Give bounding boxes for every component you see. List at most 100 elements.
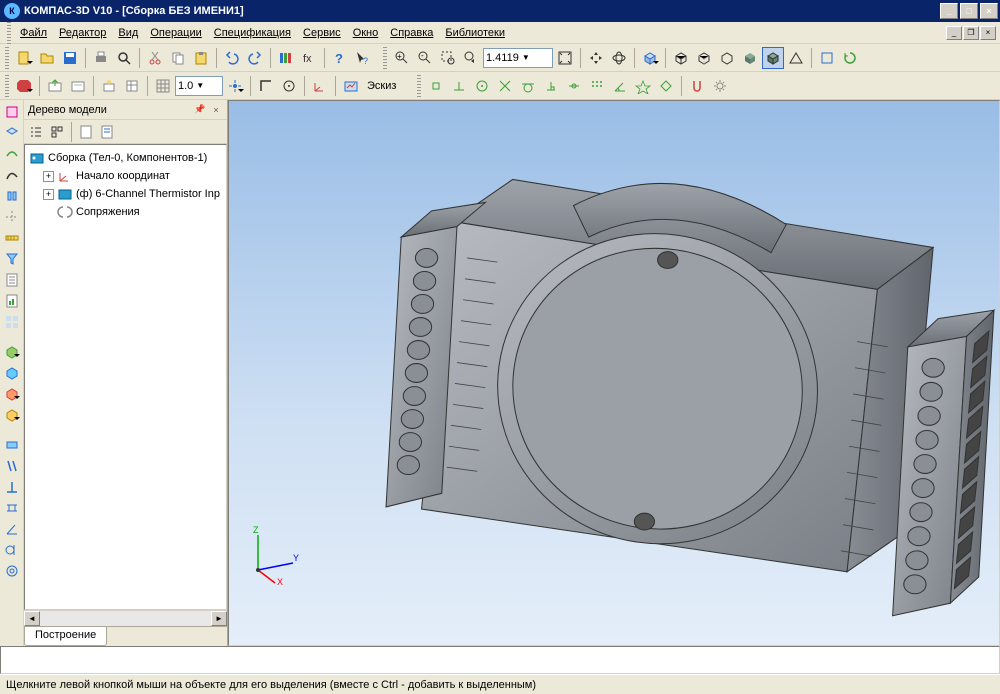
menu-file[interactable]: Файл <box>14 25 53 41</box>
help-button[interactable]: ? <box>329 47 351 69</box>
3d-viewport[interactable]: Z Y X <box>228 100 1000 646</box>
add-part-button[interactable] <box>2 123 22 143</box>
menu-ops[interactable]: Операции <box>144 25 207 41</box>
redraw-button[interactable] <box>839 47 861 69</box>
cut-button[interactable] <box>144 47 166 69</box>
ortho-button[interactable] <box>255 75 277 97</box>
zoom-window-button[interactable] <box>437 47 459 69</box>
zoom-combo[interactable]: 1.4119▼ <box>483 48 553 68</box>
parallel-button[interactable] <box>2 456 22 476</box>
move-comp-button[interactable] <box>2 384 22 404</box>
command-input[interactable] <box>0 646 1000 674</box>
new-button[interactable] <box>13 47 35 69</box>
angle-snap-button[interactable] <box>609 75 631 97</box>
menu-service[interactable]: Сервис <box>297 25 347 41</box>
mate-button[interactable] <box>2 186 22 206</box>
angle-button[interactable] <box>2 519 22 539</box>
rotate-comp-button[interactable] <box>2 405 22 425</box>
menu-help[interactable]: Справка <box>384 25 439 41</box>
tab-build[interactable]: Построение <box>24 627 107 646</box>
tree-config-button[interactable] <box>47 122 67 142</box>
close-icon[interactable]: × <box>209 103 223 117</box>
tree-node-origin[interactable]: + Начало координат <box>25 167 226 185</box>
minimize-button[interactable]: _ <box>940 3 958 19</box>
preview-button[interactable] <box>113 47 135 69</box>
pan-button[interactable] <box>585 47 607 69</box>
zoom-fit-button[interactable] <box>554 47 576 69</box>
orientation-button[interactable] <box>639 47 661 69</box>
tree-collapse-button[interactable] <box>76 122 96 142</box>
filter-button[interactable] <box>2 249 22 269</box>
undo-button[interactable] <box>221 47 243 69</box>
tree-hscroll[interactable]: ◄ ► <box>24 610 227 626</box>
simplified-button[interactable] <box>816 47 838 69</box>
spec-button[interactable] <box>2 270 22 290</box>
snap-button[interactable] <box>224 75 246 97</box>
sketch-button[interactable] <box>340 75 362 97</box>
zoom-out-button[interactable]: - <box>414 47 436 69</box>
mdi-minimize-button[interactable]: _ <box>946 26 962 40</box>
wireframe-button[interactable] <box>670 47 692 69</box>
no-hidden-button[interactable] <box>716 47 738 69</box>
mdi-close-button[interactable]: × <box>980 26 996 40</box>
tree-node-component[interactable]: + (ф) 6-Channel Thermistor Inp <box>25 185 226 203</box>
coincident-button[interactable] <box>2 435 22 455</box>
create-obj-button[interactable] <box>44 75 66 97</box>
scale-combo[interactable]: 1.0▼ <box>175 76 223 96</box>
point-snap-button[interactable] <box>632 75 654 97</box>
tree-node-mates[interactable]: Сопряжения <box>25 203 226 221</box>
tree-body[interactable]: Сборка (Тел-0, Компонентов-1) + Начало к… <box>24 144 227 610</box>
curve-button[interactable] <box>2 165 22 185</box>
add-from-file-button[interactable] <box>2 342 22 362</box>
distance-button[interactable] <box>2 498 22 518</box>
perspective-button[interactable] <box>785 47 807 69</box>
report-button[interactable] <box>2 291 22 311</box>
measure-button[interactable] <box>2 228 22 248</box>
perp-snap-button[interactable] <box>540 75 562 97</box>
expand-icon[interactable]: + <box>43 171 54 182</box>
perpendicular-button[interactable] <box>2 477 22 497</box>
whatsthis-button[interactable]: ? <box>352 47 374 69</box>
print-button[interactable] <box>90 47 112 69</box>
concentric-button[interactable] <box>2 561 22 581</box>
expand-icon[interactable]: + <box>43 189 54 200</box>
zoom-in-button[interactable]: + <box>391 47 413 69</box>
save-button[interactable] <box>59 47 81 69</box>
scroll-track[interactable] <box>40 611 211 626</box>
copy-button[interactable] <box>167 47 189 69</box>
stop-button[interactable] <box>13 75 35 97</box>
tree-view-button[interactable] <box>26 122 46 142</box>
tree-root[interactable]: Сборка (Тел-0, Компонентов-1) <box>25 149 226 167</box>
quad-snap-button[interactable] <box>655 75 677 97</box>
shaded-button[interactable] <box>739 47 761 69</box>
tree-refresh-button[interactable] <box>97 122 117 142</box>
lcs-button[interactable] <box>309 75 331 97</box>
center-snap-button[interactable] <box>471 75 493 97</box>
close-button[interactable]: × <box>980 3 998 19</box>
menu-window[interactable]: Окно <box>347 25 385 41</box>
select-button[interactable] <box>67 75 89 97</box>
create-part-button[interactable] <box>2 363 22 383</box>
endpoint-snap-button[interactable] <box>425 75 447 97</box>
vars-button[interactable]: fx <box>298 47 320 69</box>
midpoint-snap-button[interactable] <box>448 75 470 97</box>
zoom-prev-button[interactable] <box>460 47 482 69</box>
shaded-edges-button[interactable] <box>762 47 784 69</box>
intersect-snap-button[interactable] <box>494 75 516 97</box>
tangent-mate-button[interactable] <box>2 540 22 560</box>
menu-view[interactable]: Вид <box>112 25 144 41</box>
paste-button[interactable] <box>190 47 212 69</box>
nearest-snap-button[interactable] <box>563 75 585 97</box>
tangent-snap-button[interactable] <box>517 75 539 97</box>
mdi-restore-button[interactable]: ❐ <box>963 26 979 40</box>
copy-props-button[interactable] <box>98 75 120 97</box>
grid-snap-button[interactable] <box>586 75 608 97</box>
maximize-button[interactable]: □ <box>960 3 978 19</box>
menu-edit[interactable]: Редактор <box>53 25 112 41</box>
hidden-lines-button[interactable] <box>693 47 715 69</box>
snap-toggle-button[interactable] <box>686 75 708 97</box>
edit-assembly-button[interactable] <box>2 102 22 122</box>
surface-button[interactable] <box>2 144 22 164</box>
redo-button[interactable] <box>244 47 266 69</box>
menu-spec[interactable]: Спецификация <box>208 25 297 41</box>
